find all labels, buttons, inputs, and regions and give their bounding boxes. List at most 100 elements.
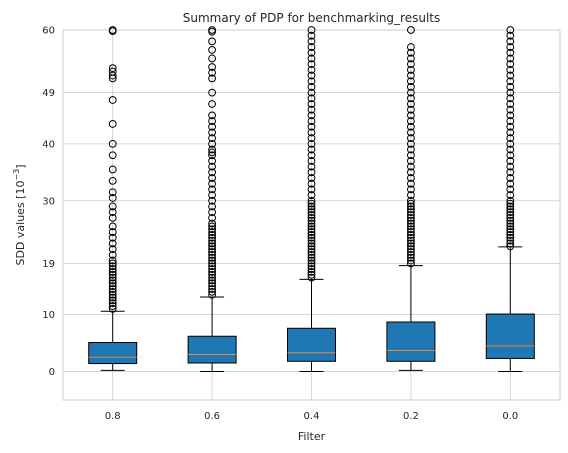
outlier-point	[208, 285, 217, 293]
outlier-point	[208, 253, 217, 262]
box-group-0.4	[287, 26, 336, 373]
y-axis-title: SDD values [10−3]	[12, 164, 27, 265]
box-group-0.8	[88, 26, 138, 371]
outlier-point	[407, 71, 415, 80]
outlier-point	[407, 134, 415, 143]
outlier-point	[407, 77, 415, 86]
outlier-point	[208, 54, 217, 63]
y-tick-label: 0	[49, 367, 55, 378]
box	[386, 321, 436, 362]
outlier-point	[307, 157, 316, 165]
outlier-point	[506, 239, 515, 248]
outlier-point	[208, 46, 217, 54]
outlier-point	[407, 100, 415, 108]
outlier-point	[108, 268, 117, 276]
x-tick-label: 0.4	[304, 411, 320, 422]
outlier-point	[506, 65, 515, 74]
outlier-point	[307, 88, 316, 97]
outlier-point	[307, 77, 316, 86]
outlier-point	[108, 188, 117, 197]
outlier-point	[506, 100, 515, 108]
outlier-point	[307, 256, 316, 265]
outlier-point	[407, 105, 415, 114]
outlier-point	[108, 245, 117, 254]
outlier-point	[108, 250, 117, 259]
outlier-point	[407, 26, 415, 34]
outlier-point	[307, 60, 316, 69]
outlier-point	[208, 174, 217, 182]
outlier-point	[208, 265, 217, 273]
outlier-point	[208, 37, 217, 46]
outlier-point	[108, 265, 117, 273]
outlier-point	[208, 233, 217, 242]
y-tick-label: 19	[42, 259, 55, 270]
outlier-point	[307, 259, 316, 268]
outlier-point	[407, 48, 415, 57]
outlier-point	[506, 139, 515, 148]
outlier-point	[307, 191, 316, 199]
outlier-point	[407, 259, 415, 268]
chart-title: Summary of PDP for benchmarking_results	[183, 11, 441, 25]
outlier-point	[407, 213, 415, 222]
outlier-point	[208, 259, 217, 268]
outlier-point	[307, 105, 316, 114]
outlier-point	[108, 120, 117, 128]
box-group-0.0	[485, 26, 535, 373]
outlier-point	[506, 71, 515, 80]
outlier-point	[108, 165, 117, 174]
outlier-point	[307, 179, 316, 188]
outlier-point	[307, 250, 316, 259]
outlier-point	[208, 273, 217, 282]
outlier-point	[307, 245, 316, 254]
outlier-point	[307, 196, 316, 205]
outlier-point	[307, 233, 316, 242]
outlier-point	[108, 299, 117, 308]
outlier-point	[506, 196, 515, 205]
outlier-point	[307, 48, 316, 57]
outlier-point	[208, 26, 217, 34]
outlier-point	[407, 111, 415, 120]
outlier-point	[407, 242, 415, 251]
outlier-point	[307, 270, 316, 279]
outlier-point	[307, 111, 316, 120]
outlier-point	[506, 228, 515, 236]
outlier-point	[208, 282, 217, 291]
outlier-point	[108, 228, 117, 236]
outlier-point	[108, 285, 117, 293]
outlier-point	[407, 253, 415, 262]
outlier-point	[407, 65, 415, 74]
outlier-point	[407, 128, 415, 137]
outlier-point	[108, 233, 117, 242]
box	[287, 327, 336, 362]
outlier-point	[307, 162, 316, 171]
outlier-point	[307, 71, 316, 80]
x-tick-label: 0.2	[403, 411, 419, 422]
outlier-point	[506, 134, 515, 143]
outlier-point	[208, 122, 217, 131]
outlier-point	[307, 268, 316, 276]
outlier-point	[307, 228, 316, 236]
outlier-point	[506, 225, 515, 234]
outlier-point	[506, 94, 515, 103]
outlier-point	[208, 219, 217, 228]
outlier-point	[208, 68, 217, 77]
outlier-point	[307, 273, 316, 282]
outlier-point	[407, 231, 415, 239]
outlier-point	[208, 276, 217, 285]
outlier-point	[307, 242, 316, 251]
outlier-point	[208, 279, 217, 288]
outlier-point	[307, 65, 316, 74]
outlier-point	[208, 213, 217, 222]
outlier-point	[307, 202, 316, 211]
outlier-point	[307, 239, 316, 248]
outlier-point	[307, 31, 316, 40]
outlier-point	[208, 245, 217, 254]
outlier-point	[407, 117, 415, 125]
boxes-layer	[88, 26, 535, 373]
outlier-point	[208, 256, 217, 265]
outlier-point	[506, 216, 515, 225]
outlier-point	[108, 208, 117, 217]
outlier-point	[108, 256, 117, 265]
outlier-point	[208, 231, 217, 239]
